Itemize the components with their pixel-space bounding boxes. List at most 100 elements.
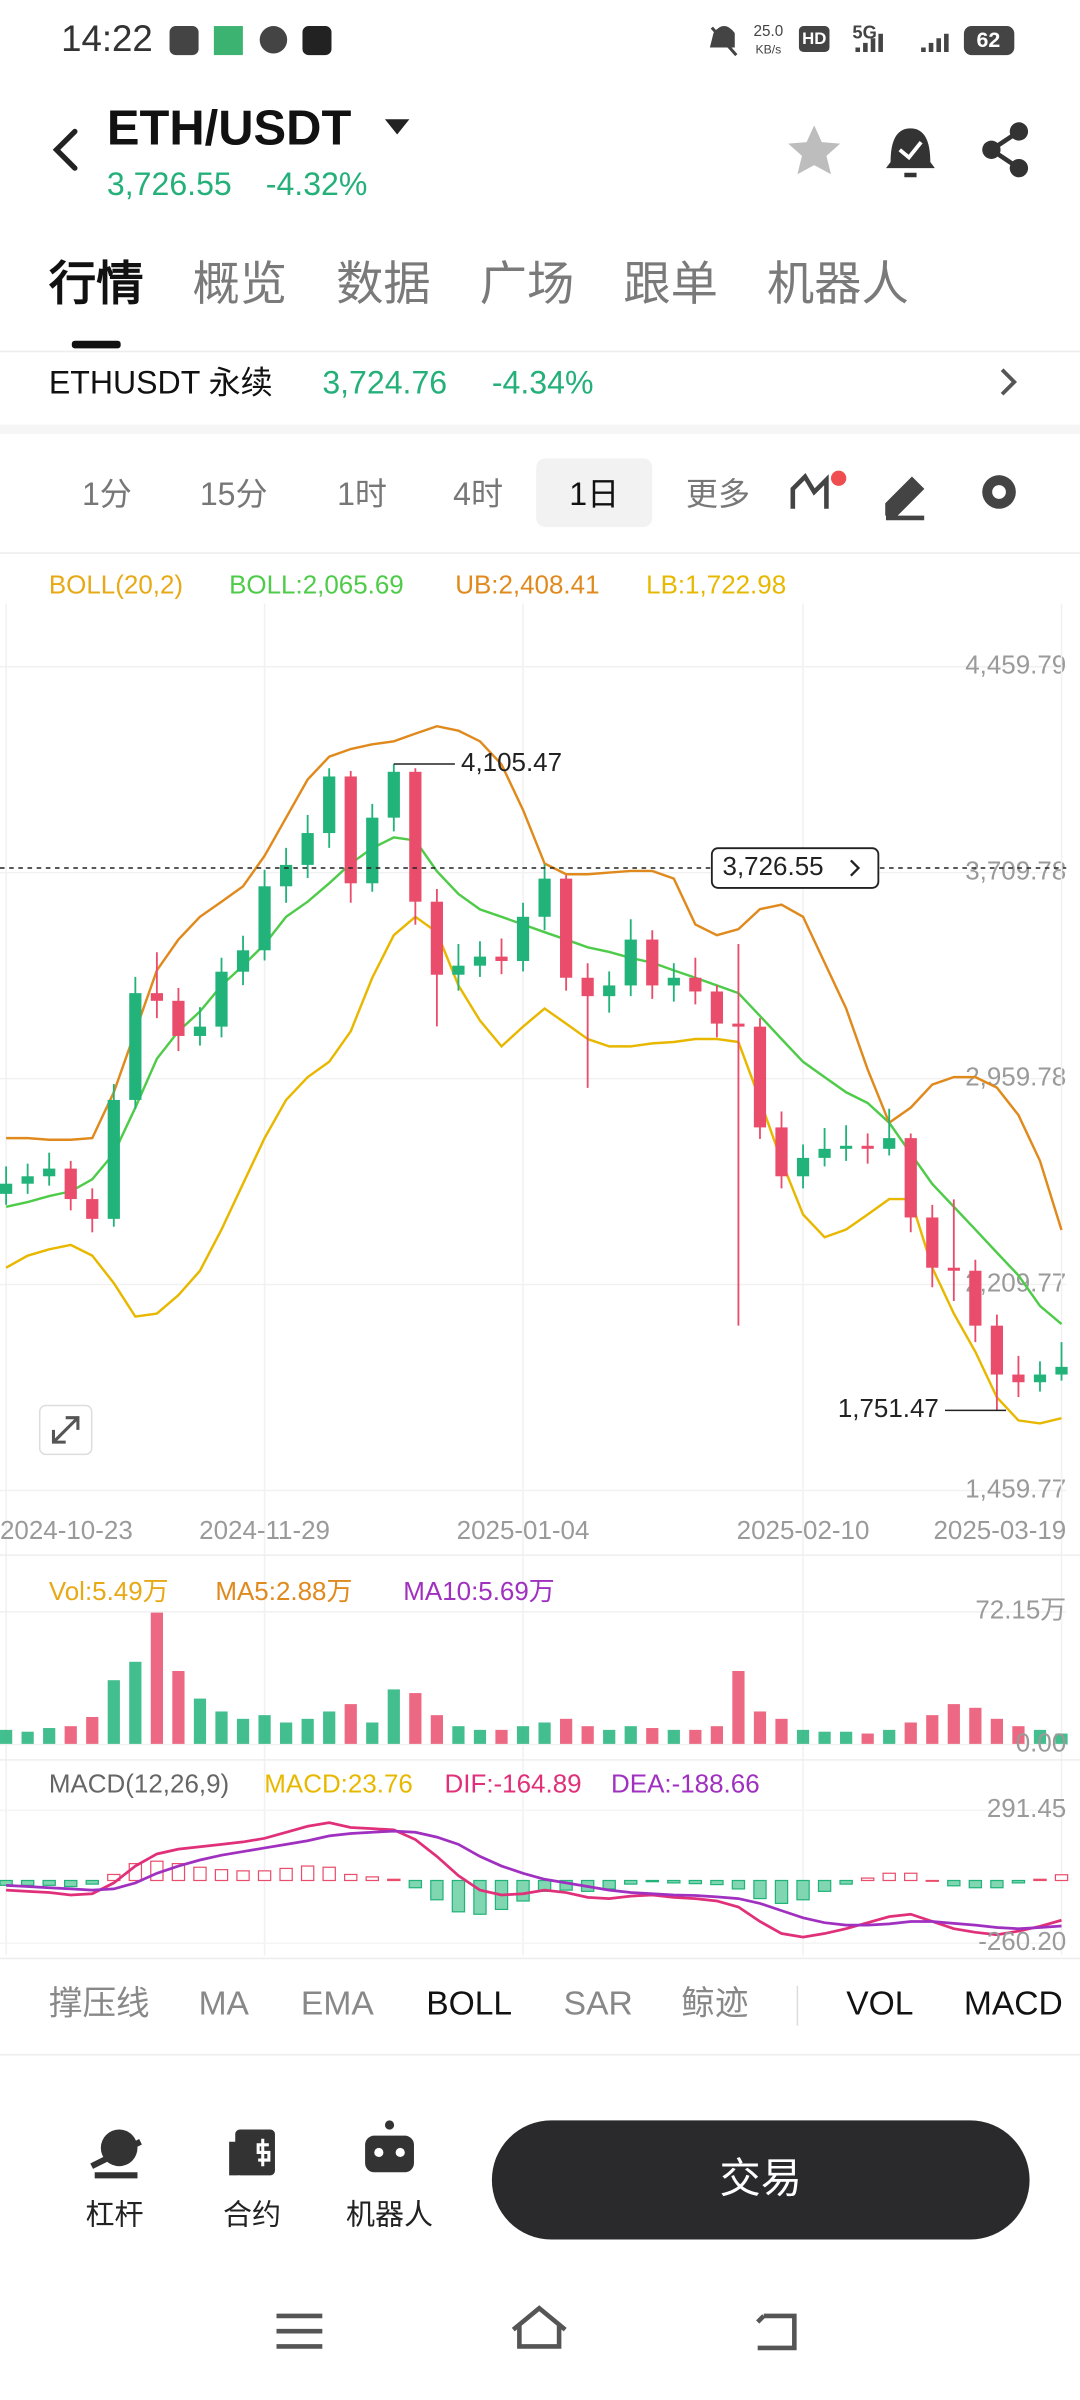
indicator-tab[interactable]: MACD bbox=[964, 1986, 1063, 2023]
last-price-chevron bbox=[850, 859, 861, 877]
candle-body bbox=[258, 886, 271, 951]
pair-title[interactable]: ETH/USDT bbox=[107, 101, 352, 155]
macd-bar bbox=[753, 1879, 767, 1900]
interval[interactable]: 1日 bbox=[569, 476, 619, 512]
volume-bar bbox=[990, 1718, 1004, 1745]
candle-body bbox=[775, 1127, 788, 1177]
macd-bar bbox=[236, 1870, 250, 1882]
interval[interactable]: 1分 bbox=[82, 476, 132, 512]
indicator-tab[interactable]: BOLL bbox=[426, 1986, 512, 2023]
interval[interactable]: 1时 bbox=[337, 476, 387, 512]
low-label: 1,751.47 bbox=[838, 1393, 939, 1423]
volume-bar bbox=[1055, 1733, 1068, 1745]
candle-body bbox=[21, 1176, 34, 1184]
back-button[interactable] bbox=[52, 128, 78, 171]
indicator-icon bbox=[790, 472, 829, 509]
volume-bar bbox=[969, 1707, 982, 1745]
pair-dropdown[interactable] bbox=[384, 119, 410, 135]
candle-body bbox=[43, 1168, 56, 1177]
favorite-button[interactable] bbox=[788, 125, 841, 175]
trade-button[interactable] bbox=[491, 2120, 1030, 2240]
legend-entry: LB:1,722.98 bbox=[646, 570, 786, 600]
y-tick-label: 72.15万 bbox=[975, 1595, 1066, 1625]
volume-bar bbox=[366, 1722, 379, 1745]
volume-bar bbox=[301, 1718, 314, 1745]
volume-bar bbox=[775, 1718, 788, 1745]
macd-bar bbox=[42, 1879, 56, 1886]
perp-chevron[interactable] bbox=[1000, 368, 1018, 396]
volume-bar bbox=[689, 1729, 702, 1745]
candle-body bbox=[969, 1270, 982, 1326]
volume-bar bbox=[818, 1731, 831, 1745]
macd-bar bbox=[1054, 1874, 1069, 1882]
perp-price: 3,724.76 bbox=[322, 365, 447, 401]
bot-icon[interactable] bbox=[365, 2120, 414, 2173]
candle-body bbox=[818, 1148, 831, 1158]
nav-home[interactable] bbox=[511, 2305, 567, 2349]
nav-back[interactable] bbox=[756, 2313, 797, 2351]
indicator-tab[interactable]: VOL bbox=[846, 1986, 913, 2023]
tab[interactable]: 数据 bbox=[336, 258, 431, 311]
indicator-button[interactable] bbox=[790, 470, 847, 509]
indicator-tab[interactable]: SAR bbox=[564, 1986, 633, 2023]
indicator-bar: 撑压线 MA EMA BOLL SAR 鲸迹 VOL MACD bbox=[49, 1985, 1063, 2023]
settings-hole bbox=[992, 485, 1006, 499]
leverage-icon[interactable] bbox=[90, 2129, 142, 2179]
volume-bar bbox=[495, 1729, 508, 1745]
tab[interactable]: 跟单 bbox=[623, 258, 718, 311]
macd-bar bbox=[624, 1879, 638, 1885]
interval[interactable]: 更多 bbox=[686, 476, 750, 512]
tab[interactable]: 广场 bbox=[480, 258, 575, 311]
legend-entry: MACD:23.76 bbox=[264, 1769, 413, 1799]
indicator-tab[interactable]: 鲸迹 bbox=[681, 1985, 748, 2023]
volume-bar bbox=[516, 1726, 530, 1745]
candle-body bbox=[904, 1138, 917, 1218]
tab[interactable]: 机器人 bbox=[767, 258, 909, 311]
candle-body bbox=[732, 1023, 745, 1027]
expand-icon bbox=[51, 1416, 80, 1444]
macd-bar bbox=[904, 1872, 918, 1882]
candle-body bbox=[710, 991, 724, 1024]
macd-bar bbox=[257, 1870, 272, 1882]
action-bar: 杠杆 合约 机器人 bbox=[86, 2198, 434, 2231]
interval[interactable]: 4时 bbox=[453, 476, 503, 512]
candle-body bbox=[0, 1183, 13, 1194]
trade-label[interactable]: 交易 bbox=[719, 2155, 801, 2201]
candle-body bbox=[129, 993, 142, 1100]
share-button[interactable] bbox=[982, 122, 1029, 178]
volume-bar bbox=[624, 1726, 637, 1745]
high-label: 4,105.47 bbox=[461, 747, 562, 777]
action-label[interactable]: 机器人 bbox=[346, 2198, 433, 2231]
settings-button[interactable] bbox=[982, 475, 1016, 509]
indicator-tab[interactable]: 撑压线 bbox=[49, 1985, 150, 2023]
candle-body bbox=[495, 956, 508, 962]
contract-icon[interactable] bbox=[229, 2129, 275, 2176]
volume-bar bbox=[21, 1731, 34, 1745]
perp-name[interactable]: ETHUSDT 永续 bbox=[49, 365, 273, 401]
share-lines bbox=[987, 129, 1021, 171]
tab[interactable]: 概览 bbox=[192, 258, 287, 311]
action-label[interactable]: 合约 bbox=[223, 2198, 281, 2231]
action-label[interactable]: 杠杆 bbox=[86, 2198, 144, 2231]
candle-body bbox=[581, 977, 594, 997]
nav-menu[interactable] bbox=[276, 2313, 323, 2349]
x-tick-label: 2024-11-29 bbox=[199, 1515, 330, 1545]
candle-body bbox=[861, 1145, 874, 1149]
volume-bar bbox=[107, 1680, 120, 1745]
last-price-tag[interactable] bbox=[710, 847, 880, 889]
macd-bar bbox=[990, 1879, 1004, 1889]
draw-button[interactable] bbox=[885, 476, 925, 521]
volume-bar bbox=[86, 1716, 99, 1745]
candle-body bbox=[667, 977, 680, 986]
macd-bar bbox=[20, 1879, 35, 1886]
candle-body bbox=[193, 1026, 207, 1036]
candle-body bbox=[1055, 1366, 1068, 1375]
interval[interactable]: 15分 bbox=[200, 476, 268, 512]
indicator-tab[interactable]: MA bbox=[199, 1986, 250, 2023]
indicator-tab[interactable]: EMA bbox=[301, 1986, 374, 2023]
icon-shape bbox=[229, 2141, 239, 2176]
volume-bar bbox=[603, 1729, 616, 1745]
macd-bar bbox=[731, 1879, 746, 1890]
candle-body bbox=[624, 939, 637, 986]
tab[interactable]: 行情 bbox=[49, 258, 144, 311]
